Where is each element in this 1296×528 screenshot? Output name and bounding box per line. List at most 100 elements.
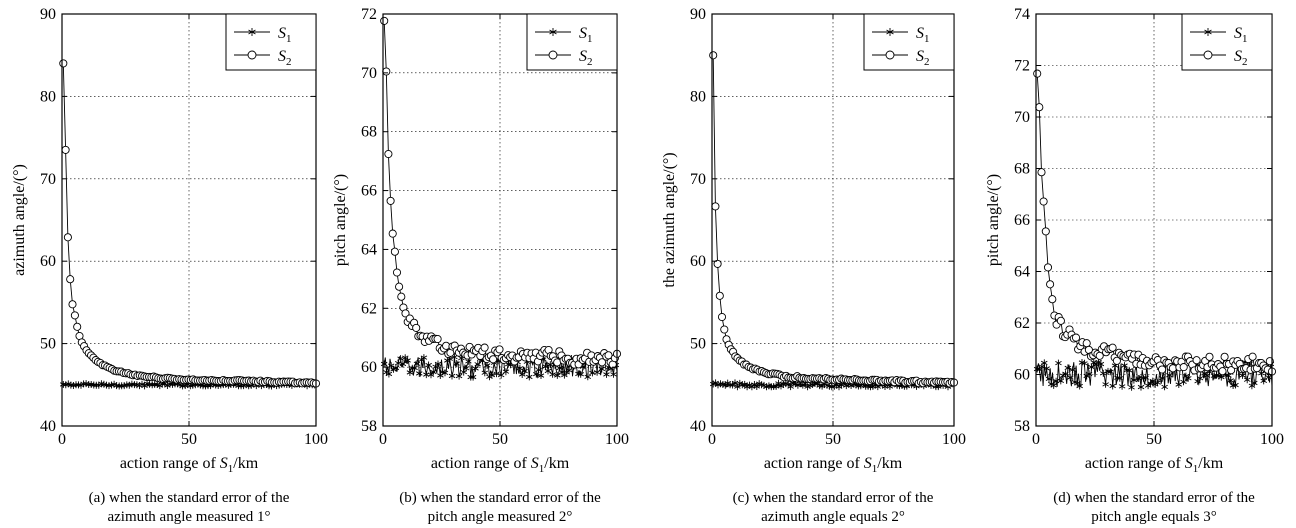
data-point-s2 <box>59 59 68 68</box>
data-point-s2 <box>715 291 724 300</box>
data-point-s1 <box>1069 366 1076 374</box>
data-point-s1 <box>93 381 100 389</box>
x-axis-label-unit: /km <box>877 455 902 472</box>
y-tick-label: 68 <box>1014 161 1030 178</box>
data-point-s1 <box>521 367 528 375</box>
x-axis-label-unit: /km <box>1198 455 1223 472</box>
data-point-s1 <box>497 371 505 379</box>
y-tick-label: 66 <box>361 183 377 200</box>
data-point-s2 <box>68 300 77 309</box>
data-point-s1 <box>1043 364 1050 372</box>
x-tick-label: 50 <box>1146 431 1162 448</box>
data-point-s1 <box>1085 370 1093 378</box>
y-axis-label: azimuth angle/(°) <box>11 164 28 276</box>
data-point-s1 <box>380 360 388 368</box>
data-point-s1 <box>1142 374 1150 382</box>
data-point-s2 <box>70 311 79 320</box>
data-point-s2 <box>382 67 391 76</box>
y-tick-label: 68 <box>361 124 377 141</box>
data-point-s2 <box>1108 343 1117 352</box>
legend-entry-label: S2 <box>1234 48 1248 68</box>
data-point-s1 <box>1258 369 1265 377</box>
y-tick-label: 90 <box>690 6 706 23</box>
data-point-s1 <box>603 370 610 378</box>
legend-entry-label: S1 <box>278 25 292 45</box>
data-point-s1 <box>1137 383 1145 391</box>
y-tick-label: 40 <box>690 418 706 435</box>
x-axis-label-text: action range of <box>431 455 531 472</box>
figure-caption-line: (d) when the standard error of the <box>1053 490 1255 506</box>
data-point-s1 <box>525 373 533 381</box>
data-point-s1 <box>1116 374 1124 382</box>
data-point-s1 <box>1125 366 1133 374</box>
data-point-s2 <box>713 259 722 268</box>
data-point-s1 <box>1107 368 1114 376</box>
data-point-s2 <box>1035 103 1044 112</box>
x-tick-label: 0 <box>1032 431 1040 448</box>
x-tick-label: 100 <box>605 431 629 448</box>
data-point-s2 <box>1043 263 1053 272</box>
y-tick-label: 50 <box>40 336 56 353</box>
y-tick-label: 58 <box>1014 418 1030 435</box>
legend-entry-label: S2 <box>278 48 292 68</box>
y-tick-label: 60 <box>1014 367 1030 384</box>
data-point-s1 <box>1062 370 1069 378</box>
data-point-s2 <box>1041 227 1050 236</box>
legend-marker-s1 <box>886 28 894 36</box>
data-point-s2 <box>433 334 442 344</box>
series-line-s2 <box>62 63 317 384</box>
legend-entry-label: S1 <box>916 25 930 45</box>
data-point-s2 <box>1033 69 1042 78</box>
legend-entry-subscript: 2 <box>587 56 593 68</box>
y-tick-label: 80 <box>40 88 56 105</box>
y-tick-label: 70 <box>40 171 56 188</box>
x-tick-label: 50 <box>492 431 508 448</box>
data-point-s1 <box>1175 381 1183 388</box>
data-point-s2 <box>1220 352 1229 361</box>
legend-box <box>526 13 618 71</box>
data-point-s2 <box>1192 356 1201 365</box>
data-point-s1 <box>598 365 606 373</box>
data-point-s1 <box>1097 360 1105 368</box>
legend-entry-name: S <box>278 48 286 65</box>
data-point-s2 <box>1071 333 1081 342</box>
data-point-s2 <box>397 292 406 301</box>
figure-caption-line: pitch angle equals 3° <box>1091 509 1217 525</box>
data-point-s1 <box>474 360 482 368</box>
chart-panel-4: 0 50 100 58 60 62 64 66 68 70 72 74 pitch angle/(°) a… <box>985 6 1284 525</box>
legend-marker-s1 <box>1204 28 1212 36</box>
data-point-s1 <box>1099 369 1107 377</box>
data-point-s1 <box>577 370 585 378</box>
x-axis-label-subscript: 1 <box>1193 463 1199 475</box>
data-point-s1 <box>453 360 460 367</box>
data-point-s1 <box>554 371 561 379</box>
y-tick-label: 62 <box>1014 315 1030 332</box>
data-point-s1 <box>392 364 400 372</box>
data-point-s1 <box>385 370 393 378</box>
data-point-s2 <box>1205 352 1214 361</box>
data-point-s1 <box>425 361 432 369</box>
y-tick-label: 64 <box>1014 264 1030 281</box>
legend-entry-label: S2 <box>579 48 593 68</box>
data-point-s1 <box>537 372 545 379</box>
figure-caption-line: pitch angle measured 2° <box>428 509 573 525</box>
x-tick-label: 0 <box>58 431 66 448</box>
data-point-s2 <box>61 145 70 154</box>
data-point-s1 <box>1260 377 1268 385</box>
x-axis-label-symbol: S <box>864 455 872 472</box>
chart-panel-1: 0 50 100 40 50 60 70 80 90 azimuth angle/(°) actio… <box>11 6 328 525</box>
figure-caption-line: (b) when the standard error of the <box>399 490 601 506</box>
figure-caption-line: azimuth angle measured 1° <box>107 509 270 525</box>
data-point-s1 <box>434 360 442 368</box>
legend-entry-name: S <box>916 48 924 65</box>
x-axis-label: action range of S1/km <box>1085 455 1224 475</box>
figure-caption-line: (a) when the standard error of the <box>89 490 290 506</box>
data-point-s2 <box>711 202 720 211</box>
x-axis-label-text: action range of <box>120 455 220 472</box>
data-point-s1 <box>1196 374 1204 382</box>
x-tick-label: 0 <box>708 431 716 448</box>
data-point-s2 <box>597 358 607 367</box>
y-tick-label: 70 <box>1014 109 1030 126</box>
data-point-s1 <box>1045 375 1053 383</box>
